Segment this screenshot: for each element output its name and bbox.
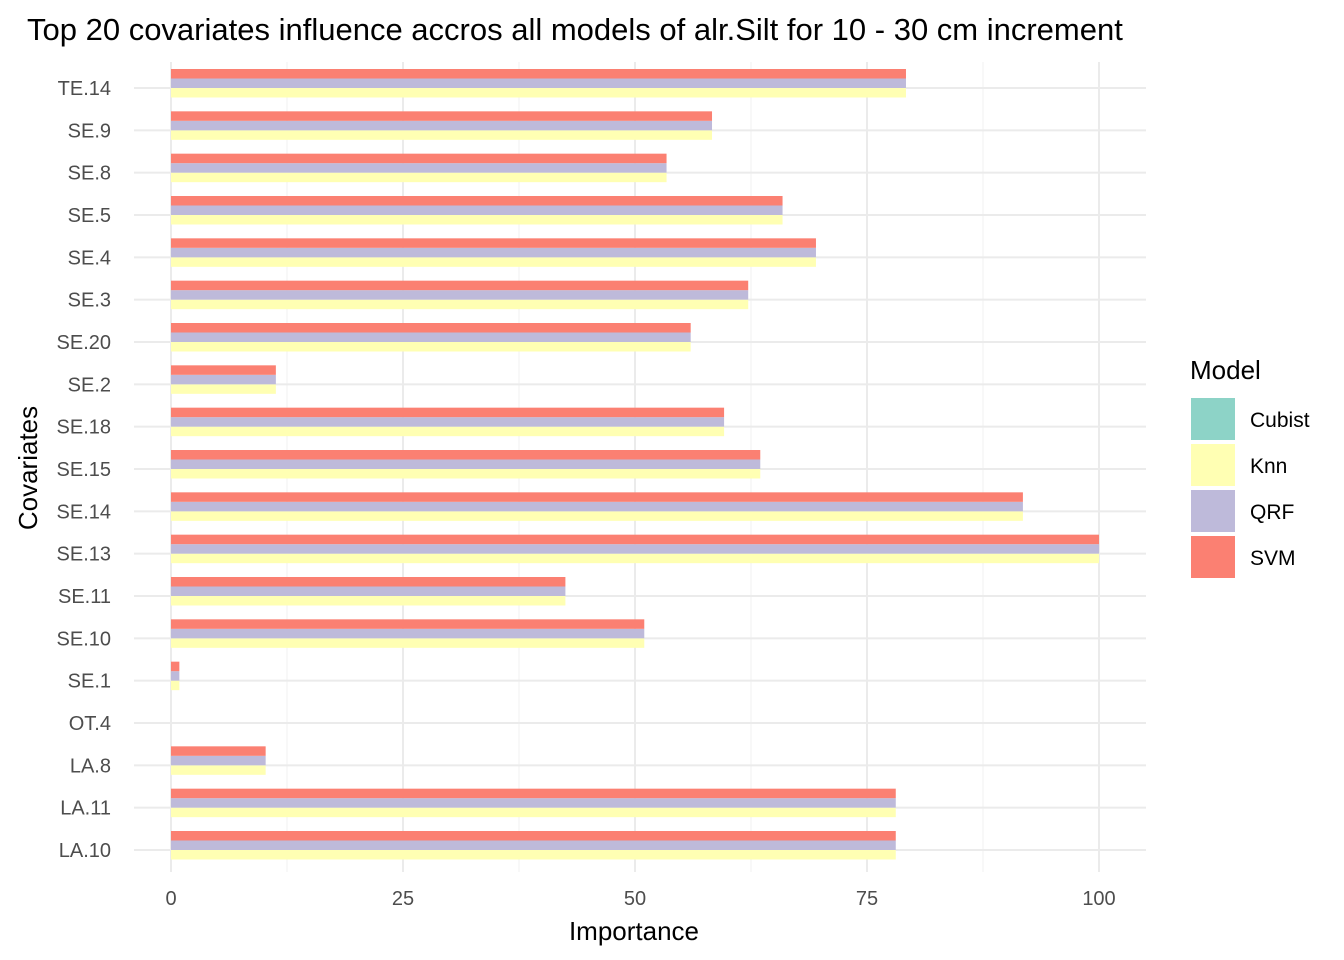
- bar-knn-la-8: [171, 765, 266, 775]
- bar-svm-se-13: [171, 534, 1099, 545]
- bar-knn-se-9: [171, 130, 713, 140]
- bar-knn-se-3: [171, 299, 749, 310]
- y-tick-label: SE.13: [57, 544, 111, 566]
- bar-knn-se-1: [171, 680, 180, 691]
- bar-svm-se-9: [171, 111, 713, 121]
- bar-qrf-se-5: [171, 205, 783, 215]
- bar-qrf-se-1: [171, 671, 180, 681]
- bar-svm-se-5: [171, 196, 783, 206]
- bar-knn-se-11: [171, 596, 566, 606]
- bar-qrf-se-4: [171, 247, 816, 258]
- bar-svm-la-11: [171, 788, 896, 799]
- bar-qrf-la-8: [171, 755, 266, 766]
- legend-key-cubist: [1191, 398, 1235, 440]
- x-tick-labels: 0 25 50 75 100: [165, 888, 1115, 910]
- bar-knn-se-4: [171, 257, 816, 267]
- bar-svm-se-2: [171, 365, 276, 375]
- bar-knn-se-2: [171, 384, 276, 394]
- y-tick-label: SE.4: [68, 247, 111, 269]
- legend-key-knn: [1191, 444, 1235, 486]
- y-tick-label: SE.5: [68, 205, 111, 227]
- x-tick-label: 75: [856, 888, 878, 910]
- bar-svm-se-20: [171, 323, 691, 333]
- bar-knn-se-15: [171, 469, 761, 479]
- bar-qrf-se-3: [171, 290, 749, 300]
- bar-qrf-se-10: [171, 628, 645, 639]
- bar-knn-te-14: [171, 88, 906, 98]
- bar-svm-se-8: [171, 153, 667, 164]
- x-tick-label: 25: [392, 888, 414, 910]
- bar-svm-te-14: [171, 69, 906, 79]
- x-tick-label: 0: [165, 888, 176, 910]
- bar-knn-se-10: [171, 638, 645, 648]
- y-tick-label: SE.2: [68, 374, 111, 396]
- y-tick-label: SE.14: [57, 501, 111, 523]
- y-tick-label: LA.10: [59, 840, 111, 862]
- y-tick-label: SE.18: [57, 417, 111, 439]
- bar-svm-la-8: [171, 746, 266, 756]
- bar-knn-se-20: [171, 342, 691, 352]
- bar-qrf-se-14: [171, 501, 1023, 512]
- bar-qrf-la-11: [171, 798, 896, 808]
- y-tick-label: SE.15: [57, 459, 111, 481]
- bar-svm-se-15: [171, 450, 761, 460]
- bar-qrf-se-18: [171, 417, 725, 427]
- y-tick-label: SE.1: [68, 671, 111, 693]
- bar-svm-se-3: [171, 280, 749, 291]
- bar-svm-la-10: [171, 831, 896, 841]
- x-tick-label: 100: [1082, 888, 1115, 910]
- bar-knn-se-8: [171, 172, 667, 183]
- bar-knn-se-13: [171, 553, 1099, 564]
- bar-qrf-se-15: [171, 459, 761, 469]
- legend-label-svm: SVM: [1250, 547, 1296, 570]
- y-tick-label: SE.10: [57, 628, 111, 650]
- y-tick-label: SE.20: [57, 332, 111, 354]
- bar-qrf-te-14: [171, 78, 906, 88]
- legend: Model Cubist Knn QRF SVM: [1190, 355, 1310, 578]
- bar-knn-la-11: [171, 807, 896, 818]
- y-axis-title: Covariates: [13, 406, 43, 530]
- legend-label-cubist: Cubist: [1250, 409, 1310, 432]
- chart-title: Top 20 covariates influence accros all m…: [27, 12, 1123, 47]
- bar-qrf-se-2: [171, 374, 276, 385]
- bar-qrf-se-11: [171, 586, 566, 596]
- bar-knn-se-5: [171, 215, 783, 225]
- legend-title: Model: [1190, 355, 1261, 385]
- y-tick-label: LA.8: [70, 755, 111, 777]
- bar-knn-se-18: [171, 426, 725, 437]
- bar-qrf-se-20: [171, 332, 691, 342]
- y-tick-label: SE.9: [68, 120, 111, 142]
- y-tick-label: LA.11: [60, 798, 111, 820]
- bar-svm-se-11: [171, 577, 566, 587]
- x-axis-title: Importance: [569, 916, 699, 946]
- bar-knn-la-10: [171, 850, 896, 860]
- y-tick-label: TE.14: [58, 78, 111, 100]
- bar-qrf-la-10: [171, 840, 896, 850]
- y-tick-label: SE.8: [68, 163, 111, 185]
- bar-qrf-se-9: [171, 120, 713, 131]
- y-tick-label: SE.11: [58, 586, 111, 608]
- bar-svm-se-1: [171, 661, 180, 672]
- y-tick-labels: TE.14 SE.9 SE.8 SE.5 SE.4 SE.3 SE.20 SE.2 SE.18 S…: [57, 78, 111, 862]
- bar-qrf-se-8: [171, 163, 667, 173]
- bar-svm-se-4: [171, 238, 816, 248]
- legend-key-qrf: [1191, 490, 1235, 532]
- legend-label-qrf: QRF: [1250, 501, 1294, 524]
- bar-knn-se-14: [171, 511, 1023, 521]
- x-tick-label: 50: [624, 888, 646, 910]
- bar-svm-se-18: [171, 407, 725, 418]
- y-tick-label: OT.4: [69, 713, 111, 735]
- bar-qrf-se-13: [171, 544, 1099, 554]
- bar-svm-se-14: [171, 492, 1023, 502]
- legend-label-knn: Knn: [1250, 455, 1287, 478]
- y-tick-label: SE.3: [68, 290, 111, 312]
- legend-key-svm: [1191, 536, 1235, 578]
- bar-svm-se-10: [171, 619, 645, 629]
- bars: [171, 69, 1099, 860]
